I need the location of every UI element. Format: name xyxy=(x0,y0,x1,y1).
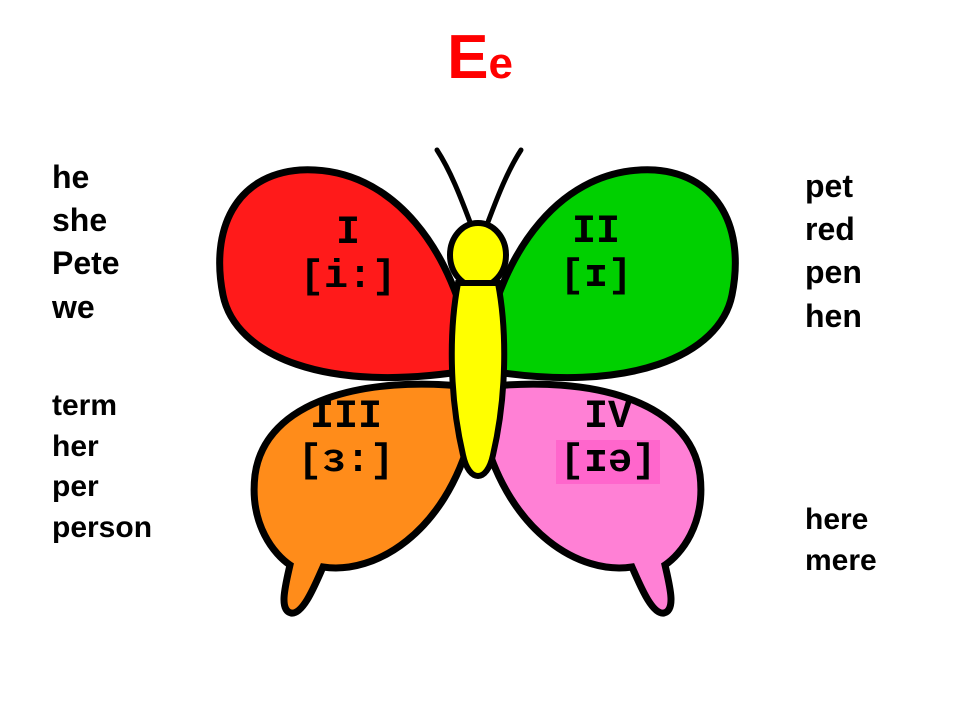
ipa-symbol: [i:] xyxy=(300,256,396,300)
words-top-right: petredpenhen xyxy=(805,165,862,338)
butterfly-thorax xyxy=(452,283,504,476)
ipa-symbol: [ɪ] xyxy=(560,255,632,299)
word-item: here xyxy=(805,500,877,541)
stage: Ee heshePetewe termherperperson petredpe… xyxy=(0,0,960,720)
roman-numeral: I xyxy=(300,212,396,256)
butterfly-head xyxy=(450,223,506,287)
title-big-letter: E xyxy=(447,22,488,93)
wing-label-bottom-left: III [ɜ:] xyxy=(298,396,394,484)
wing-label-top-right: II [ɪ] xyxy=(560,211,632,299)
words-top-left: heshePetewe xyxy=(52,156,120,329)
wing-label-top-left: I [i:] xyxy=(300,212,396,300)
antenna-right xyxy=(485,150,521,230)
wing-label-bottom-right: IV [ɪə] xyxy=(556,396,660,484)
roman-numeral: II xyxy=(560,211,632,255)
word-item: Pete xyxy=(52,242,120,285)
word-item: mere xyxy=(805,541,877,582)
antenna-left xyxy=(437,150,473,230)
word-item: red xyxy=(805,208,862,251)
roman-numeral: III xyxy=(298,396,394,440)
word-item: term xyxy=(52,386,152,427)
page-title: Ee xyxy=(0,22,960,93)
word-item: we xyxy=(52,286,120,329)
title-small-letter: e xyxy=(488,39,512,89)
ipa-symbol: [ɪə] xyxy=(556,440,660,484)
word-item: pet xyxy=(805,165,862,208)
word-item: pen xyxy=(805,251,862,294)
butterfly-diagram xyxy=(205,135,750,620)
words-bottom-right: heremere xyxy=(805,500,877,581)
word-item: person xyxy=(52,508,152,549)
words-bottom-left: termherperperson xyxy=(52,386,152,548)
word-item: per xyxy=(52,467,152,508)
butterfly-svg xyxy=(205,135,750,620)
word-item: her xyxy=(52,427,152,468)
word-item: hen xyxy=(805,295,862,338)
word-item: he xyxy=(52,156,120,199)
roman-numeral: IV xyxy=(556,396,660,440)
word-item: she xyxy=(52,199,120,242)
ipa-symbol: [ɜ:] xyxy=(298,440,394,484)
